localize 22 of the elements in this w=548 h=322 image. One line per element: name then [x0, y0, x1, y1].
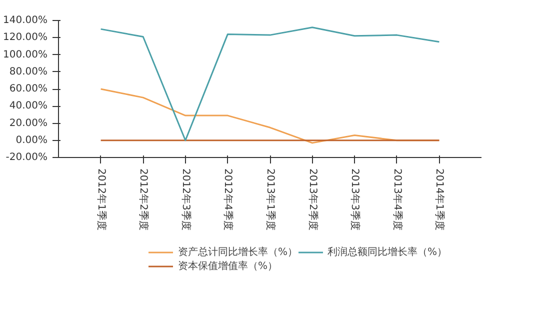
- x-tick-label: 2013年4季度: [391, 168, 404, 230]
- y-tick-label: 140.00%: [3, 15, 48, 26]
- x-tick-label: 2013年3季度: [349, 168, 362, 230]
- y-tick-label: 80.00%: [9, 66, 48, 78]
- line-series: [100, 26, 440, 142]
- x-tick-label: 2012年2季度: [138, 168, 150, 230]
- y-tick-label: 0.00%: [16, 134, 48, 146]
- x-tick-label: 2012年1季度: [95, 168, 108, 230]
- x-tick-label: 2013年2季度: [306, 168, 319, 230]
- x-tick-label: 2014年1季度: [434, 168, 446, 230]
- y-tick-label: 60.00%: [9, 84, 48, 94]
- y-tick-label: 100.00%: [3, 49, 48, 60]
- legend-label: 资本保值增值率（%）: [178, 260, 278, 273]
- x-tick-label: 2012年3季度: [180, 168, 192, 230]
- legend-label: 资产总计同比增长率（%）: [178, 246, 298, 259]
- x-tick-label: 2012年4季度: [222, 168, 234, 230]
- x-tick-label: 2013年1季度: [264, 168, 276, 230]
- legend-label: 利润总额同比增长率（%）: [328, 246, 448, 259]
- y-tick-label: 20.00%: [9, 118, 48, 129]
- y-tick-label: 120.00%: [3, 32, 48, 44]
- y-tick-label: -20.00%: [6, 152, 48, 163]
- y-tick-label: 40.00%: [9, 100, 48, 112]
